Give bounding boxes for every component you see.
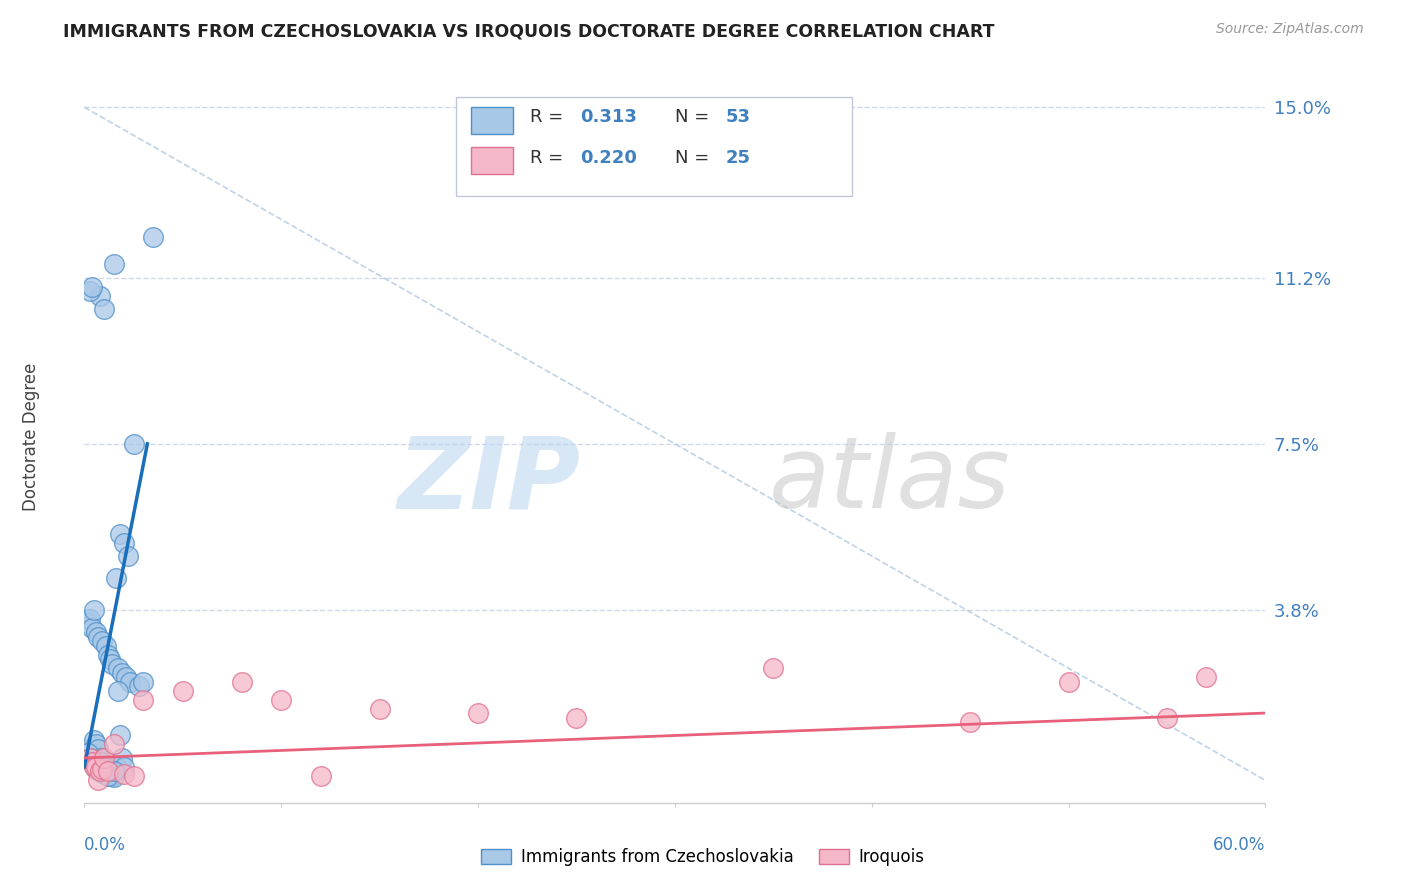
Text: N =: N = bbox=[675, 109, 714, 127]
Point bbox=[101, 657, 124, 671]
Point bbox=[107, 683, 129, 698]
Point bbox=[83, 733, 105, 747]
Point bbox=[103, 738, 125, 752]
Point bbox=[111, 751, 134, 765]
Point bbox=[77, 616, 100, 631]
Point bbox=[108, 729, 131, 743]
Point bbox=[93, 302, 115, 317]
Point bbox=[112, 535, 135, 549]
Text: 0.313: 0.313 bbox=[581, 109, 637, 127]
Text: R =: R = bbox=[530, 109, 568, 127]
Point bbox=[94, 639, 117, 653]
Point bbox=[101, 769, 124, 783]
Point bbox=[93, 760, 115, 774]
Point bbox=[89, 764, 111, 779]
Text: IMMIGRANTS FROM CZECHOSLOVAKIA VS IROQUOIS DOCTORATE DEGREE CORRELATION CHART: IMMIGRANTS FROM CZECHOSLOVAKIA VS IROQUO… bbox=[63, 22, 995, 40]
Point bbox=[762, 661, 785, 675]
Point bbox=[98, 652, 121, 666]
Point bbox=[87, 630, 110, 644]
Point bbox=[122, 437, 145, 451]
Point bbox=[82, 756, 104, 770]
Point bbox=[104, 571, 127, 585]
Point bbox=[87, 773, 110, 788]
Point bbox=[91, 756, 114, 770]
Point bbox=[97, 769, 120, 783]
Point bbox=[114, 670, 136, 684]
Text: atlas: atlas bbox=[769, 433, 1011, 530]
Point bbox=[98, 769, 121, 783]
Point bbox=[118, 674, 141, 689]
Point bbox=[565, 710, 588, 724]
Point bbox=[97, 648, 120, 662]
Point bbox=[84, 760, 107, 774]
Text: 0.220: 0.220 bbox=[581, 149, 637, 167]
Point bbox=[132, 692, 155, 706]
Point bbox=[132, 674, 155, 689]
Point bbox=[107, 661, 129, 675]
Point bbox=[83, 603, 105, 617]
FancyBboxPatch shape bbox=[471, 107, 513, 134]
Point bbox=[122, 769, 145, 783]
FancyBboxPatch shape bbox=[457, 97, 852, 195]
Point bbox=[112, 766, 135, 780]
Point bbox=[93, 766, 115, 780]
Text: 0.0%: 0.0% bbox=[84, 836, 127, 854]
Point bbox=[77, 747, 100, 761]
Text: R =: R = bbox=[530, 149, 568, 167]
Text: 25: 25 bbox=[725, 149, 751, 167]
Point bbox=[82, 621, 104, 635]
Text: N =: N = bbox=[675, 149, 714, 167]
Point bbox=[112, 760, 135, 774]
Point bbox=[467, 706, 489, 720]
Point bbox=[87, 742, 110, 756]
FancyBboxPatch shape bbox=[471, 147, 513, 174]
Point bbox=[83, 760, 105, 774]
Point bbox=[368, 701, 391, 715]
Text: Doctorate Degree: Doctorate Degree bbox=[22, 363, 41, 511]
Point bbox=[84, 762, 107, 776]
Point bbox=[91, 634, 114, 648]
Point bbox=[89, 289, 111, 303]
Point bbox=[103, 257, 125, 271]
Point bbox=[270, 692, 292, 706]
Point bbox=[89, 751, 111, 765]
Point bbox=[1195, 670, 1218, 684]
Point bbox=[82, 756, 104, 770]
Point bbox=[1057, 674, 1080, 689]
Point bbox=[111, 665, 134, 680]
Point bbox=[93, 751, 115, 765]
Point bbox=[89, 764, 111, 779]
Point bbox=[142, 230, 165, 244]
Text: Source: ZipAtlas.com: Source: ZipAtlas.com bbox=[1216, 22, 1364, 37]
Point bbox=[83, 757, 105, 772]
Point bbox=[231, 674, 253, 689]
Point bbox=[97, 764, 120, 779]
Point bbox=[309, 769, 332, 783]
Text: 60.0%: 60.0% bbox=[1213, 836, 1265, 854]
Point bbox=[97, 766, 120, 780]
Point bbox=[91, 762, 114, 776]
Legend: Immigrants from Czechoslovakia, Iroquois: Immigrants from Czechoslovakia, Iroquois bbox=[472, 840, 934, 875]
Point bbox=[84, 625, 107, 640]
Text: 53: 53 bbox=[725, 109, 751, 127]
Point bbox=[959, 714, 981, 729]
Point bbox=[84, 738, 107, 752]
Point bbox=[79, 612, 101, 626]
Point bbox=[103, 770, 125, 784]
Point bbox=[108, 526, 131, 541]
Point bbox=[79, 751, 101, 765]
Point bbox=[172, 683, 194, 698]
Point bbox=[82, 279, 104, 293]
Point bbox=[128, 679, 150, 693]
Point bbox=[79, 751, 101, 765]
Point bbox=[104, 760, 127, 774]
Point bbox=[103, 764, 125, 779]
Text: ZIP: ZIP bbox=[398, 433, 581, 530]
Point bbox=[94, 764, 117, 779]
Point bbox=[79, 285, 101, 299]
Point bbox=[1156, 710, 1178, 724]
Point bbox=[117, 549, 139, 563]
